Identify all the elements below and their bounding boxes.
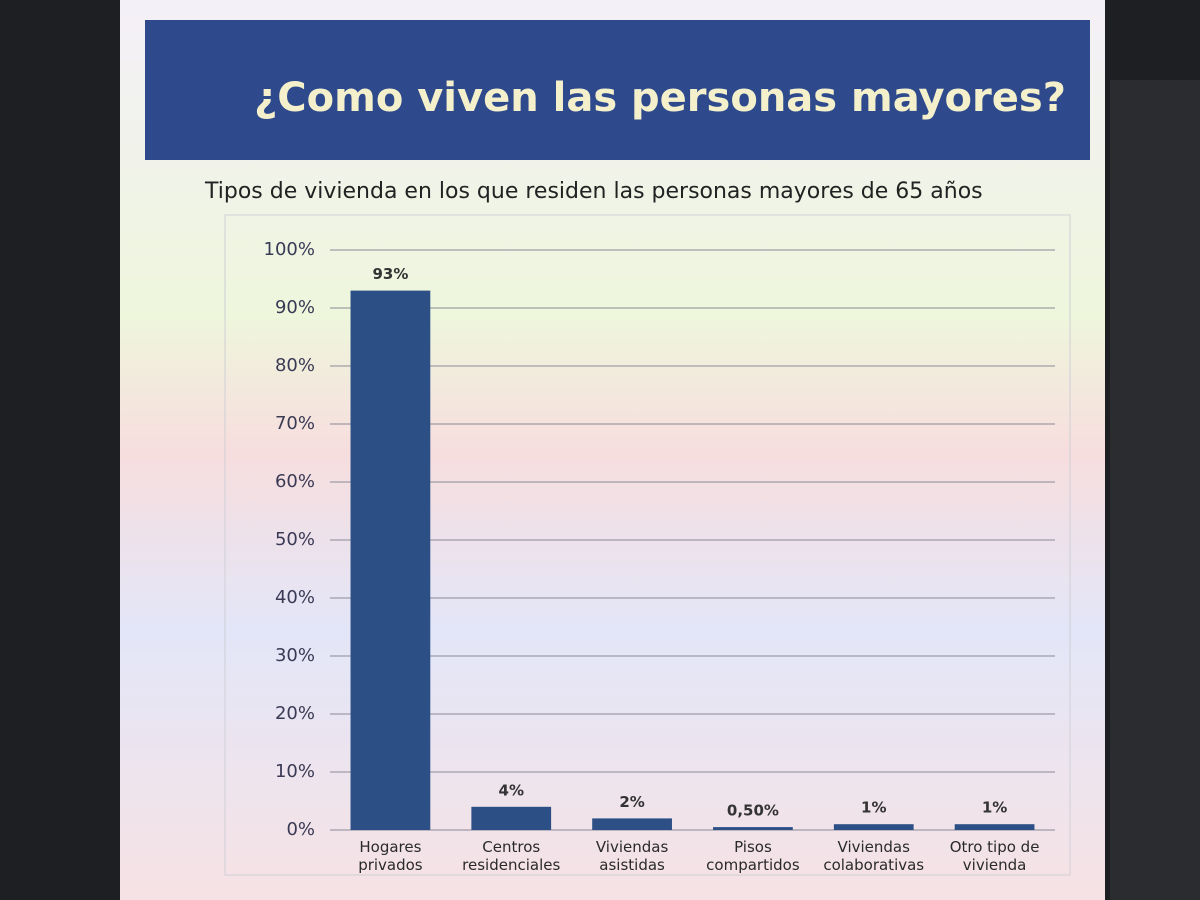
y-tick-label: 50% — [275, 529, 315, 550]
value-label: 1% — [982, 799, 1007, 817]
y-tick-label: 100% — [264, 239, 315, 260]
x-tick-label: Centros residenciales — [462, 838, 561, 874]
bar — [350, 290, 431, 831]
value-label: 93% — [372, 265, 408, 283]
plot-frame — [224, 214, 1071, 876]
y-tick-label: 30% — [275, 645, 315, 666]
value-label: 0,50% — [727, 802, 779, 820]
x-tick-label: Viviendas asistidas — [595, 838, 669, 874]
title-band — [145, 20, 1090, 160]
y-tick-label: 70% — [275, 413, 315, 434]
bar — [592, 818, 672, 830]
bar — [954, 824, 1035, 830]
bar — [471, 806, 552, 830]
y-tick-label: 90% — [275, 297, 315, 318]
bar — [833, 824, 914, 830]
x-tick-label: Otro tipo de vivienda — [949, 838, 1040, 874]
x-tick-label: Pisos compartidos — [706, 838, 800, 874]
value-label: 4% — [499, 781, 524, 799]
bar — [713, 827, 793, 830]
x-tick-label: Viviendas colaborativas — [823, 838, 925, 874]
y-tick-label: 20% — [275, 703, 315, 724]
wall — [1110, 80, 1200, 900]
value-label: 2% — [619, 793, 644, 811]
value-label: 1% — [861, 799, 886, 817]
x-tick-label: Hogares privados — [358, 838, 423, 874]
chart-subtitle: Tipos de vivienda en los que residen las… — [204, 179, 983, 204]
y-tick-label: 80% — [275, 355, 315, 376]
chart-title: ¿Como viven las personas mayores? — [254, 75, 1066, 121]
y-tick-label: 40% — [275, 587, 315, 608]
y-tick-label: 0% — [286, 819, 315, 840]
y-tick-label: 60% — [275, 471, 315, 492]
y-tick-label: 10% — [275, 761, 315, 782]
